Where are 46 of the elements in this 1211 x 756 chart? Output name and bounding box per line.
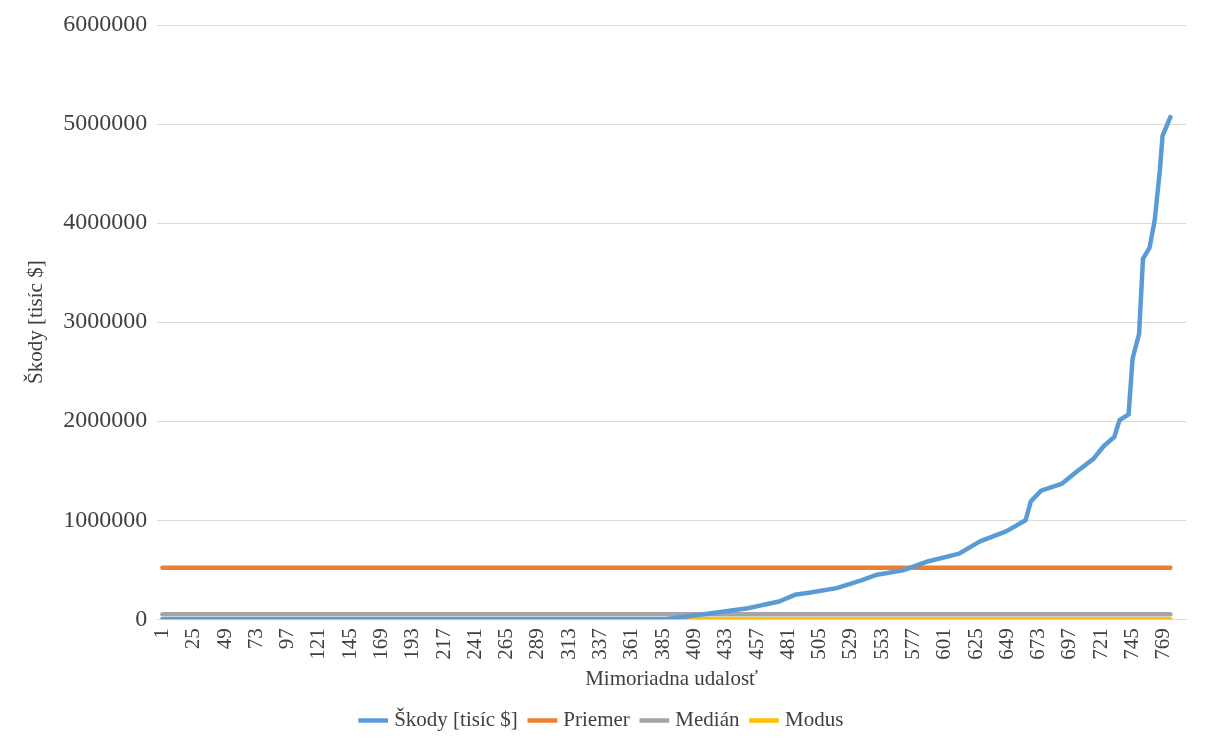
x-tick-label: 73 (242, 628, 267, 650)
x-tick-label: 385 (649, 628, 674, 660)
x-tick-label: 529 (837, 628, 862, 660)
x-axis-title: Mimoriadna udalosť (585, 665, 759, 690)
x-tick-label: 745 (1119, 628, 1144, 660)
y-axis-title: Škody [tisíc $] (23, 260, 48, 384)
x-tick-label: 145 (336, 628, 361, 660)
y-tick-label: 0 (135, 604, 148, 631)
x-tick-label: 169 (367, 628, 392, 660)
x-tick-label: 481 (774, 628, 799, 660)
x-tick-label: 457 (743, 628, 768, 660)
legend-label: Medián (675, 707, 740, 732)
x-tick-label: 313 (555, 628, 580, 660)
x-tick-label: 49 (211, 628, 236, 650)
x-tick-label: 769 (1150, 628, 1175, 660)
y-tick-label: 4000000 (63, 208, 148, 235)
x-tick-label: 337 (587, 628, 612, 660)
y-tick-label: 1000000 (63, 505, 148, 532)
x-tick-label: 553 (868, 628, 893, 660)
legend-label: Modus (784, 707, 844, 732)
x-tick-label: 721 (1087, 628, 1112, 660)
x-tick-label: 625 (962, 628, 987, 660)
x-tick-label: 649 (993, 628, 1018, 660)
x-tick-label: 241 (461, 628, 486, 660)
x-tick-label: 1 (148, 628, 173, 639)
x-tick-label: 121 (305, 628, 330, 660)
x-tick-label: 25 (180, 628, 205, 650)
x-tick-label: 601 (931, 628, 956, 660)
x-tick-label: 505 (806, 628, 831, 660)
x-tick-label: 409 (680, 628, 705, 660)
x-tick-label: 577 (899, 628, 924, 660)
y-tick-label: 6000000 (63, 10, 148, 37)
y-tick-label: 5000000 (63, 109, 148, 136)
x-tick-label: 289 (524, 628, 549, 660)
y-tick-label: 2000000 (63, 406, 148, 433)
x-tick-label: 193 (399, 628, 424, 660)
x-tick-label: 97 (274, 628, 299, 650)
x-tick-label: 361 (618, 628, 643, 660)
legend-label: Priemer (563, 707, 630, 732)
x-tick-label: 217 (430, 628, 455, 660)
x-tick-label: 673 (1025, 628, 1050, 660)
x-tick-label: 433 (712, 628, 737, 660)
x-tick-label: 697 (1056, 628, 1081, 660)
y-tick-label: 3000000 (63, 307, 148, 334)
x-tick-label: 265 (493, 628, 518, 660)
legend-label: Škody [tisíc $] (394, 707, 518, 732)
